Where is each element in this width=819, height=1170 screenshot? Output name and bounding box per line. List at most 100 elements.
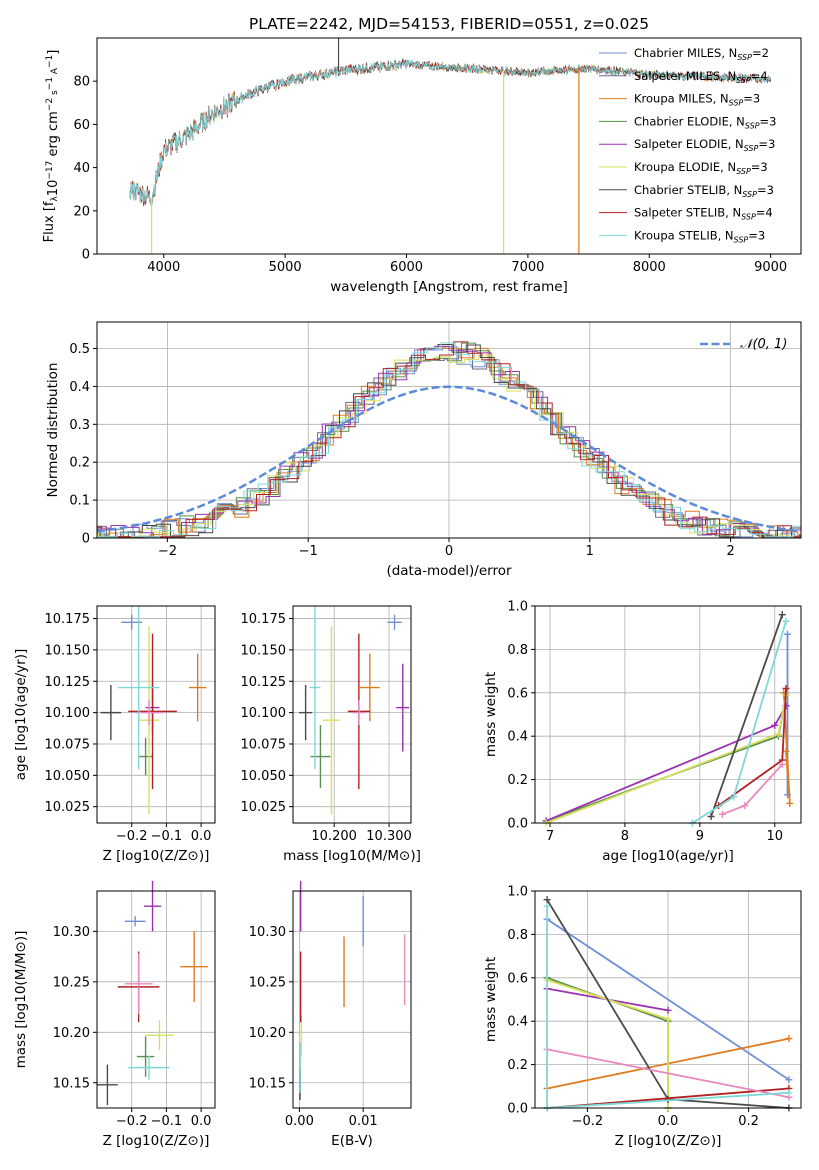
spectrum-line [129,59,771,209]
y-tick-label: 0.6 [507,971,528,986]
x-tick-label: −0.1 [151,1114,183,1129]
data-point [128,1055,170,1080]
spectrum-legend: Chabrier MILES, NSSP=2 Salpeter MILES, NS… [599,46,776,244]
figure-title: PLATE=2242, MJD=54153, FIBERID=0551, z=0… [249,15,649,33]
weight-line [710,614,784,817]
data-point [138,737,153,776]
histogram-step [97,345,801,538]
y-axis-label: age [log10(age/yr)] [13,649,29,781]
y-tick-label: 0.0 [507,817,528,832]
x-tick-label: 0.01 [349,1114,378,1129]
y-tick-label: 0.3 [69,418,90,433]
histograms [97,341,801,538]
x-tick-label: 5000 [269,260,302,275]
plot-background [293,606,411,823]
x-tick-label: −0.1 [151,829,183,844]
plot-frame [292,605,412,824]
plot-background [97,891,215,1108]
weight-line [546,1048,790,1099]
panel-weight_vs_Z: −0.2 0.0 0.2 0.0 0.2 0.4 0.6 0.8 1.0 Z [log10(Z/Z… [483,885,802,1149]
y-axis-label: mass [log10(M/M⊙)] [13,931,29,1069]
y-tick-label: 10.30 [53,925,90,940]
plot-frame [534,605,802,824]
y-tick-label: 10.25 [249,975,286,990]
y-tick-label: 10.050 [241,769,287,784]
histogram-step [97,342,801,538]
data-point [135,700,163,726]
weight-series [718,760,786,818]
legend-label: Chabrier MILES, NSSP=2 [634,46,769,62]
x-tick-label: 10 [767,829,784,844]
data-point [180,931,209,1003]
weight-marker [782,684,790,692]
x-axis-label: E(B-V) [331,1133,373,1149]
x-tick-label: 2 [726,544,734,559]
y-tick-label: 20 [73,204,90,219]
x-tick-label: 1 [586,544,594,559]
weight-marker [543,902,551,910]
y-tick-label: 10.050 [45,769,91,784]
data-point [97,1064,118,1105]
data-point [100,685,122,741]
legend-label: Salpeter MILES, NSSP=4 [634,69,768,85]
y-tick-label: 60 [73,118,90,133]
legend-label: Chabrier ELODIE, NSSP=3 [634,114,776,130]
data-point [124,916,146,927]
y-tick-label: 80 [73,75,90,90]
weight-marker [775,730,783,738]
weight-marker [718,810,726,818]
data-point [323,626,340,815]
y-tick-label: 10.150 [45,643,91,658]
weight-marker [664,1006,672,1014]
plot-background [97,38,801,254]
panel-age_vs_Z: −0.2 −0.1 0.0 10.025 10.050 10.075 10.100 10.12… [13,605,216,864]
data-point [352,700,366,726]
y-axis-label: Normed distribution [45,363,61,498]
x-axis-label: Z [log10(Z/Z⊙)] [103,848,210,864]
plot-frame [534,890,802,1109]
y-tick-label: 1.0 [507,885,528,900]
x-tick-label: −1 [299,544,318,559]
y-tick-label: 10.125 [241,675,287,690]
y-tick-label: 1.0 [507,600,528,615]
y-axis-label: mass weight [483,672,499,757]
data-point [136,1036,155,1077]
weight-marker [785,1035,793,1043]
x-tick-label: 7 [546,829,554,844]
plot-frame [96,321,802,539]
y-tick-label: 10.025 [241,800,287,815]
y-tick-label: 10.20 [53,1026,90,1041]
x-tick-label: −0.2 [116,1114,148,1129]
normal-curve [97,385,799,533]
y-tick-label: 10.175 [241,612,287,627]
x-axis-label: age [log10(age/yr)] [602,848,734,864]
x-tick-label: −0.2 [116,829,148,844]
plot-frame [96,37,802,255]
y-tick-label: 0 [82,532,90,547]
x-tick-label: −0.2 [572,1114,604,1129]
y-tick-label: 10.150 [241,643,287,658]
y-tick-label: 0.1 [69,494,90,509]
weight-marker [771,721,779,729]
x-tick-label: 0.00 [285,1114,314,1129]
weight-series [715,684,790,810]
weight-marker [782,617,790,625]
weight-marker [786,799,794,807]
weight-marker [730,793,738,801]
y-tick-label: 10.175 [45,612,91,627]
y-tick-label: 0.8 [507,643,528,658]
y-tick-label: 10.125 [45,675,91,690]
panel-residuals: −2 −1 0 1 2 0 0.1 0.2 0.3 0.4 0.5 (data-model)/erro… [45,321,802,579]
panel-spectrum: 4000 5000 6000 7000 8000 9000 0 20 40 60 80 wavelen… [42,37,802,295]
y-tick-label: 0.8 [507,928,528,943]
weight-marker [785,1076,793,1084]
x-tick-label: 10.200 [311,829,357,844]
y-axis-label: mass weight [483,957,499,1042]
spectrum-lines [129,38,772,254]
y-tick-label: 10.100 [45,706,91,721]
x-tick-label: 4000 [147,260,180,275]
data-point [128,633,177,790]
x-tick-label: 7000 [511,260,544,275]
data-point [143,880,162,932]
